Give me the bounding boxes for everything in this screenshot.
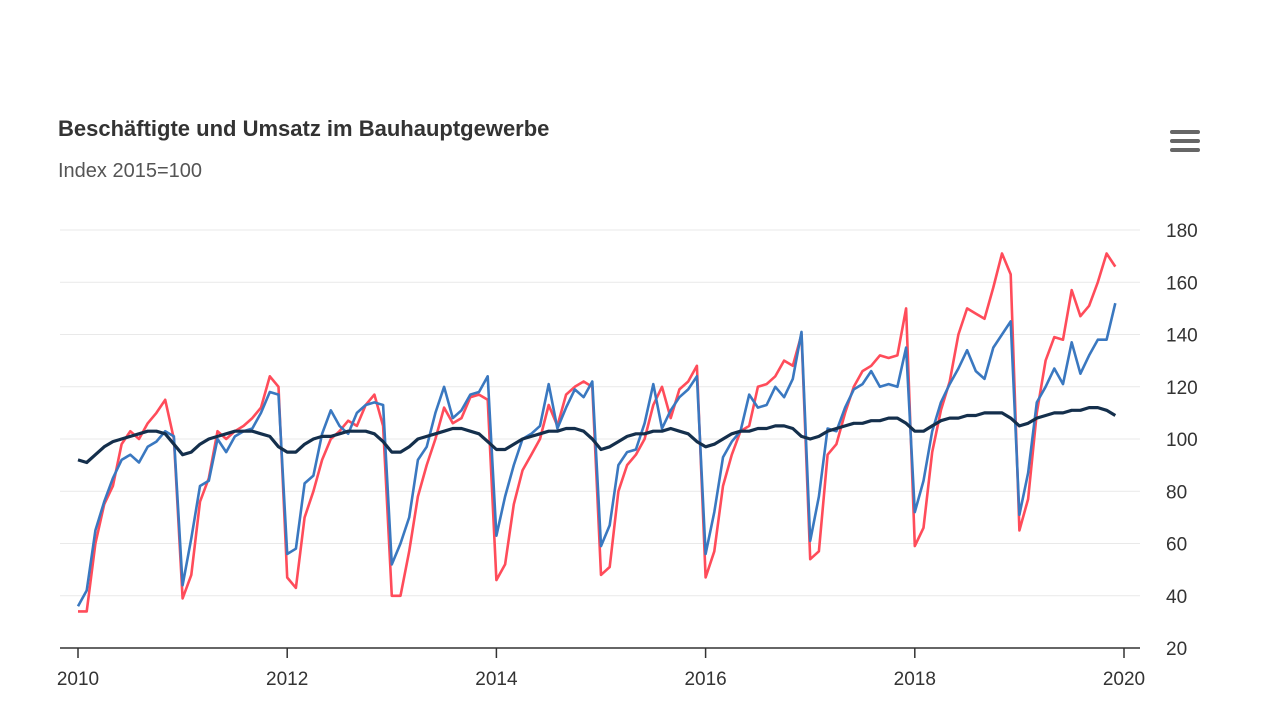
x-tick-label: 2020 bbox=[1103, 669, 1145, 690]
series-group bbox=[76, 252, 1117, 613]
y-axis: 20 40 60 80 100 120 140 160 180 bbox=[1166, 221, 1198, 660]
x-tick-label: 2014 bbox=[475, 669, 518, 690]
x-axis: 2010 2012 2014 2016 2018 2020 bbox=[57, 648, 1145, 690]
grid bbox=[60, 229, 1140, 597]
y-tick-label: 160 bbox=[1166, 273, 1198, 294]
y-tick-label: 100 bbox=[1166, 430, 1198, 451]
y-tick-label: 120 bbox=[1166, 378, 1198, 399]
chart-subtitle: Index 2015=100 bbox=[58, 160, 203, 182]
series-line-3 bbox=[77, 406, 1117, 465]
chart-title: Beschäftigte und Umsatz im Bauhauptgewer… bbox=[58, 116, 550, 141]
x-tick-label: 2016 bbox=[684, 669, 726, 690]
x-tick-label: 2010 bbox=[57, 669, 99, 690]
y-tick-label: 60 bbox=[1166, 535, 1187, 556]
x-tick-label: 2018 bbox=[894, 669, 936, 690]
y-tick-label: 140 bbox=[1166, 326, 1198, 347]
menu-icon[interactable] bbox=[1164, 124, 1204, 160]
y-tick-label: 180 bbox=[1166, 221, 1198, 242]
y-tick-label: 20 bbox=[1166, 639, 1187, 660]
x-tick-label: 2012 bbox=[266, 669, 308, 690]
y-tick-label: 80 bbox=[1166, 482, 1187, 503]
series-line-2 bbox=[76, 302, 1117, 607]
y-tick-label: 40 bbox=[1166, 587, 1187, 608]
